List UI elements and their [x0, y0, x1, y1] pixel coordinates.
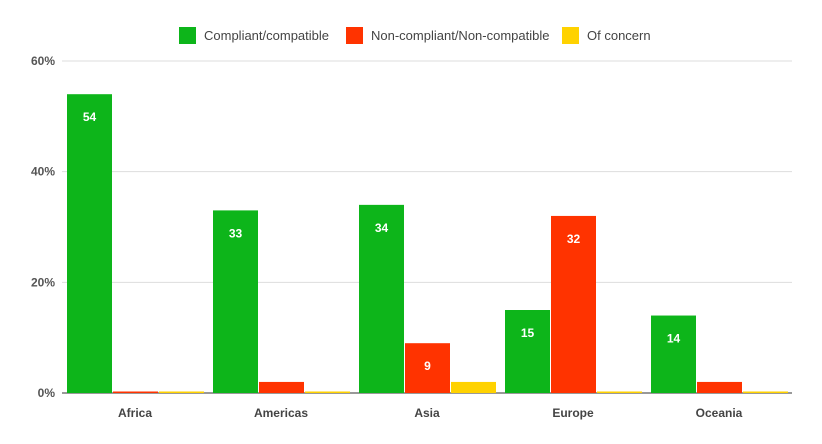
- bar-europe-of-concern: [597, 391, 642, 393]
- bar-europe-compliant-compatible: [505, 310, 550, 393]
- data-label: 14: [667, 332, 681, 346]
- legend-label: Non-compliant/Non-compatible: [371, 28, 549, 43]
- bar-africa-non-compliant-non-compatible: [113, 391, 158, 393]
- y-tick-label: 40%: [31, 165, 55, 179]
- data-label: 34: [375, 221, 389, 235]
- x-tick-label: Africa: [118, 406, 152, 420]
- y-tick-label: 20%: [31, 275, 55, 289]
- x-tick-label: Americas: [254, 406, 308, 420]
- data-label: 9: [424, 359, 431, 373]
- legend-label: Of concern: [587, 28, 651, 43]
- data-label: 2: [278, 398, 285, 412]
- bar-americas-non-compliant-non-compatible: [259, 381, 304, 393]
- bar-africa-compliant-compatible: [67, 94, 112, 393]
- legend: Compliant/compatible Non-compliant/Non-co…: [179, 27, 651, 44]
- legend-swatch-non-compliant-non-compatible: [346, 27, 363, 44]
- data-label: 32: [567, 232, 581, 246]
- bars: [67, 94, 788, 393]
- data-label: 2: [716, 398, 723, 412]
- y-axis: 0% 20% 40% 60%: [31, 54, 55, 400]
- bar-europe-non-compliant-non-compatible: [551, 215, 596, 393]
- y-tick-label: 0%: [38, 386, 56, 400]
- bar-americas-of-concern: [305, 391, 350, 393]
- x-tick-label: Asia: [414, 406, 440, 420]
- y-tick-label: 60%: [31, 54, 55, 68]
- bar-oceania-non-compliant-non-compatible: [697, 381, 742, 393]
- x-axis: Africa Americas Asia Europe Oceania: [118, 406, 743, 420]
- bar-africa-of-concern: [159, 391, 204, 393]
- data-label: 54: [83, 110, 97, 124]
- data-label: 15: [521, 326, 535, 340]
- legend-swatch-of-concern: [562, 27, 579, 44]
- legend-swatch-compliant-compatible: [179, 27, 196, 44]
- data-label: 2: [470, 398, 477, 412]
- bar-oceania-compliant-compatible: [651, 315, 696, 393]
- x-tick-label: Oceania: [696, 406, 743, 420]
- bar-oceania-of-concern: [743, 391, 788, 393]
- x-tick-label: Europe: [552, 406, 594, 420]
- data-labels: 54 33 2 34 9 2 15 32 14 2: [83, 110, 723, 412]
- legend-label: Compliant/compatible: [204, 28, 329, 43]
- bar-asia-non-compliant-non-compatible: [405, 343, 450, 393]
- data-label: 33: [229, 226, 243, 240]
- bar-americas-compliant-compatible: [213, 210, 258, 393]
- bar-asia-of-concern: [451, 381, 496, 393]
- bar-asia-compliant-compatible: [359, 204, 404, 393]
